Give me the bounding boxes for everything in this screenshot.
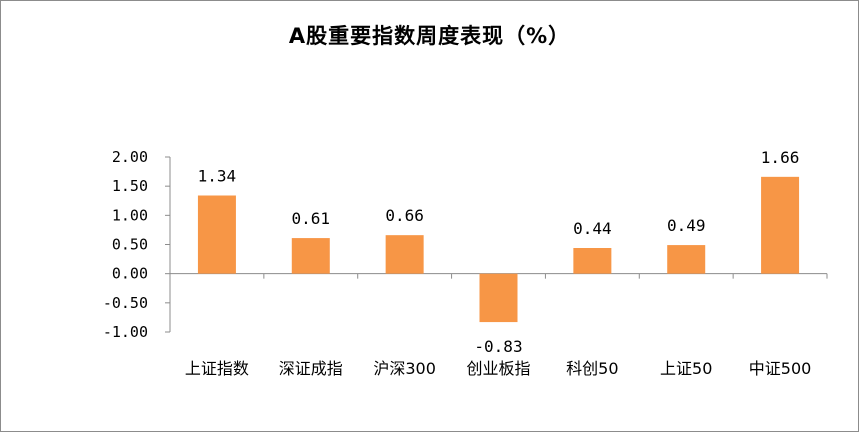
bar [573, 248, 612, 274]
y-tick-label: -0.50 [103, 294, 148, 312]
y-tick-label: 1.00 [112, 206, 148, 224]
category-label: 上证50 [660, 359, 712, 378]
y-tick-label: 0.00 [112, 265, 148, 283]
category-label: 深证成指 [279, 359, 343, 378]
y-tick-label: -1.00 [103, 323, 148, 341]
category-label: 创业板指 [466, 359, 530, 378]
chart-title: A股重要指数周度表现（%） [288, 24, 571, 48]
data-label: -0.83 [474, 337, 522, 356]
category-label: 沪深300 [373, 359, 436, 378]
y-tick-label: 2.00 [112, 148, 148, 166]
data-labels: 1.34 0.61 0.66 -0.83 0.44 0.49 1.66 [198, 148, 800, 356]
bar [385, 235, 424, 274]
y-tick-label: 0.50 [112, 236, 148, 254]
bar [291, 238, 330, 274]
category-label: 中证500 [749, 359, 812, 378]
category-label: 上证指数 [185, 359, 249, 378]
bar [667, 245, 706, 274]
data-label: 0.44 [573, 219, 612, 238]
bar [479, 273, 518, 323]
axes: 2.00 1.50 1.00 0.50 0.00 -0.50 -1.00 [103, 148, 828, 341]
category-label: 科创50 [566, 359, 618, 378]
category-labels: 上证指数 深证成指 沪深300 创业板指 科创50 上证50 中证500 [185, 359, 811, 378]
bars [197, 176, 800, 323]
bar [197, 195, 236, 274]
y-tick-label: 1.50 [112, 177, 148, 195]
data-label: 0.49 [667, 216, 706, 235]
data-label: 1.66 [761, 148, 800, 167]
data-label: 0.61 [292, 209, 331, 228]
data-label: 0.66 [385, 206, 424, 225]
bar [761, 176, 800, 274]
data-label: 1.34 [198, 167, 237, 186]
